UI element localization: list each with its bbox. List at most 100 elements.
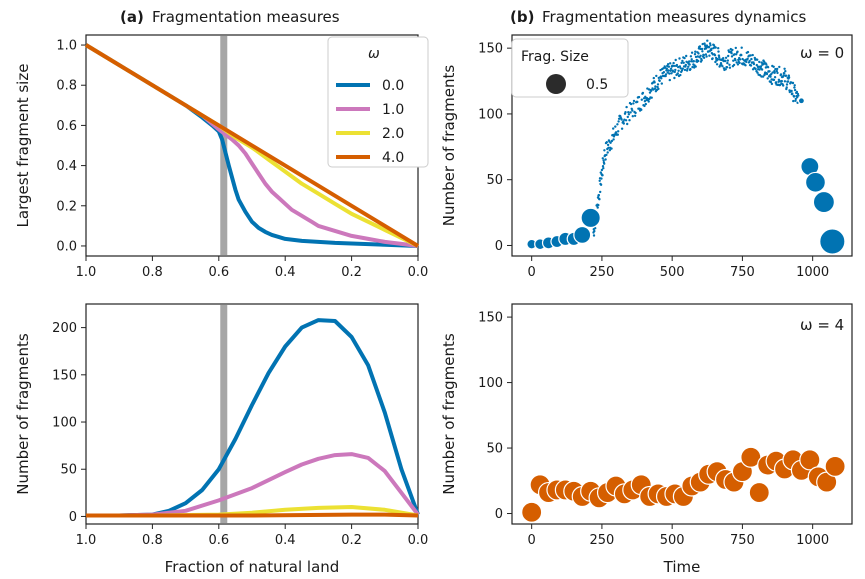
cloud-point xyxy=(763,60,766,63)
cloud-point xyxy=(786,80,790,83)
y-tick-label: 150 xyxy=(478,42,503,57)
cloud-point xyxy=(779,73,783,76)
cloud-point xyxy=(700,59,703,62)
y-tick-label: 0 xyxy=(495,507,503,522)
axes-frame xyxy=(511,34,853,257)
cloud-point xyxy=(694,65,697,68)
y-tick-label: 150 xyxy=(52,368,77,383)
legend-label-0: 0.0 xyxy=(382,78,404,94)
size-legend-label: 0.5 xyxy=(586,77,608,93)
cloud-point xyxy=(784,74,788,77)
cloud-point xyxy=(593,229,596,233)
cloud-point xyxy=(728,66,732,69)
cloud-point xyxy=(748,59,751,63)
x-tick-label: 0.6 xyxy=(208,265,229,280)
cloud-point xyxy=(793,84,796,87)
cloud-point xyxy=(656,85,659,89)
cloud-point xyxy=(706,39,709,42)
axes-fragments-vs-land: 1.0 0.8 0.6 0.4 0.2 0.0 0 50 100 150 200 Number of … xyxy=(14,303,428,576)
cloud-point xyxy=(602,167,605,170)
cloud-point xyxy=(783,72,786,75)
y-axis-label: Number of fragments xyxy=(440,333,458,495)
fragment-point xyxy=(824,455,846,477)
cloud-point xyxy=(648,91,652,94)
y-tick-label: 1.0 xyxy=(56,39,77,54)
cloud-point xyxy=(736,50,739,53)
cloud-point xyxy=(675,63,679,67)
cloud-point xyxy=(730,52,733,55)
cloud-point xyxy=(735,53,738,56)
cloud-point xyxy=(680,61,683,65)
cloud-point xyxy=(609,141,612,144)
cloud-point xyxy=(738,58,742,61)
cloud-point xyxy=(620,127,624,130)
cloud-point xyxy=(752,62,756,66)
cloud-point xyxy=(650,89,653,93)
y-tick-label: 0.8 xyxy=(56,79,77,94)
cloud-point xyxy=(765,63,768,66)
cloud-point xyxy=(731,48,734,52)
cloud-point xyxy=(749,54,752,57)
cloud-point xyxy=(730,55,734,58)
cloud-point xyxy=(749,64,753,67)
panel-a-letter: (a) xyxy=(120,8,144,26)
cloud-point xyxy=(773,71,776,75)
cloud-point xyxy=(734,46,737,50)
x-tick-label: 1000 xyxy=(796,533,829,548)
cloud-point xyxy=(794,99,797,103)
cloud-point xyxy=(667,69,670,72)
axes-dynamics-omega4: 0 250 500 750 1000 0 50 100 150 Number of fragmen… xyxy=(440,303,853,576)
cloud-point xyxy=(770,73,773,76)
y-tick-label: 0 xyxy=(69,510,77,525)
cloud-point xyxy=(771,71,774,74)
cloud-point xyxy=(694,55,698,59)
cloud-point xyxy=(785,83,789,86)
cloud-point xyxy=(673,70,676,74)
cloud-point xyxy=(613,133,616,136)
cloud-point xyxy=(792,99,795,103)
cloud-point xyxy=(794,97,797,101)
x-tick-label: 0 xyxy=(528,533,536,548)
cloud-point xyxy=(598,198,601,201)
cloud-point xyxy=(629,111,632,114)
panel-a-title: Fragmentation measures xyxy=(152,8,340,26)
cloud-point xyxy=(628,119,631,122)
cloud-point xyxy=(674,68,677,72)
y-tick-label: 100 xyxy=(478,107,503,122)
cloud-point xyxy=(666,62,670,66)
cloud-point xyxy=(736,63,740,66)
y-tick-label: 0.0 xyxy=(56,239,77,254)
cloud-point xyxy=(636,100,639,104)
cloud-point xyxy=(686,67,689,71)
x-tick-label: 0.2 xyxy=(341,265,362,280)
y-tick-label: 100 xyxy=(478,376,503,391)
x-tick-label: 1000 xyxy=(796,265,829,280)
cloud-point xyxy=(777,78,781,82)
cloud-point xyxy=(791,92,794,95)
cloud-point xyxy=(759,65,763,68)
cloud-point xyxy=(601,157,604,160)
cloud-point xyxy=(705,47,708,50)
fragment-point xyxy=(580,207,601,229)
cloud-point xyxy=(679,73,682,77)
cloud-point xyxy=(701,42,704,46)
cloud-point xyxy=(762,62,765,66)
cloud-point xyxy=(732,59,735,62)
cloud-point xyxy=(594,227,597,230)
cloud-point xyxy=(592,234,596,237)
cloud-point xyxy=(668,78,671,82)
cloud-point xyxy=(740,53,743,57)
axes-frame xyxy=(511,303,853,525)
y-tick-label: 0.4 xyxy=(56,159,77,174)
cloud-point xyxy=(784,70,787,73)
cloud-point xyxy=(683,68,687,72)
cloud-point xyxy=(602,159,605,162)
x-tick-label: 0.8 xyxy=(142,533,163,548)
cloud-point xyxy=(643,104,646,108)
fragment-point xyxy=(748,481,770,504)
cloud-point xyxy=(700,47,704,51)
cloud-point xyxy=(677,69,680,73)
x-tick-label: 750 xyxy=(730,265,755,280)
cloud-point xyxy=(690,51,694,54)
cloud-point xyxy=(601,165,605,168)
